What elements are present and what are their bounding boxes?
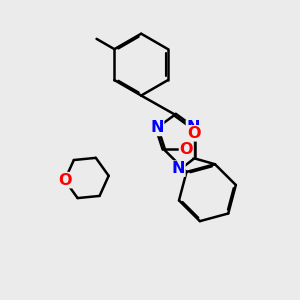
Text: O: O xyxy=(58,172,71,188)
Text: N: N xyxy=(150,120,164,135)
Text: N: N xyxy=(171,161,185,176)
Text: O: O xyxy=(188,126,201,141)
Text: O: O xyxy=(179,142,193,157)
Text: N: N xyxy=(187,120,200,135)
